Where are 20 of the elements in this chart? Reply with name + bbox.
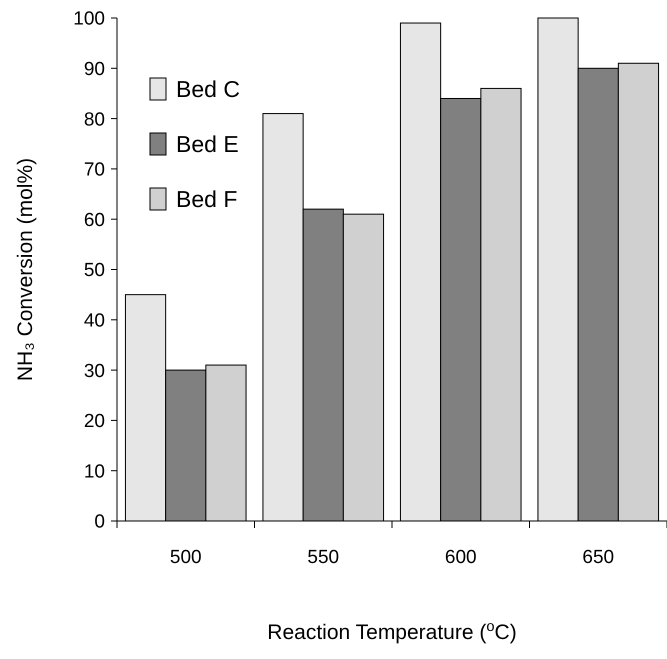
y-tick-label: 0 — [94, 512, 105, 533]
y-tick-label: 70 — [84, 160, 105, 181]
y-tick-label: 50 — [84, 260, 105, 282]
y-tick-label: 100 — [73, 8, 105, 30]
y-axis-title: NH₃ Conversion (mol%) — [14, 158, 37, 382]
legend-label: Bed C — [176, 76, 240, 102]
y-tick-label: 30 — [84, 360, 105, 382]
x-tick-label: 550 — [307, 547, 340, 568]
y-tick-label: 90 — [84, 58, 105, 80]
y-tick-label: 80 — [84, 109, 105, 130]
x-axis-title: Reaction Temperature ($^{o}$C) — [267, 619, 517, 644]
y-tick-label: 60 — [84, 210, 105, 231]
legend-label: Bed E — [176, 131, 239, 158]
legend-label: Bed F — [176, 186, 238, 212]
x-tick-label: 600 — [444, 547, 477, 568]
x-tick-label: 500 — [170, 547, 202, 568]
x-tick-label: 650 — [582, 547, 614, 568]
y-tick-label: 20 — [84, 411, 105, 432]
y-tick-label: 10 — [84, 461, 105, 482]
y-tick-label: 40 — [84, 310, 105, 332]
